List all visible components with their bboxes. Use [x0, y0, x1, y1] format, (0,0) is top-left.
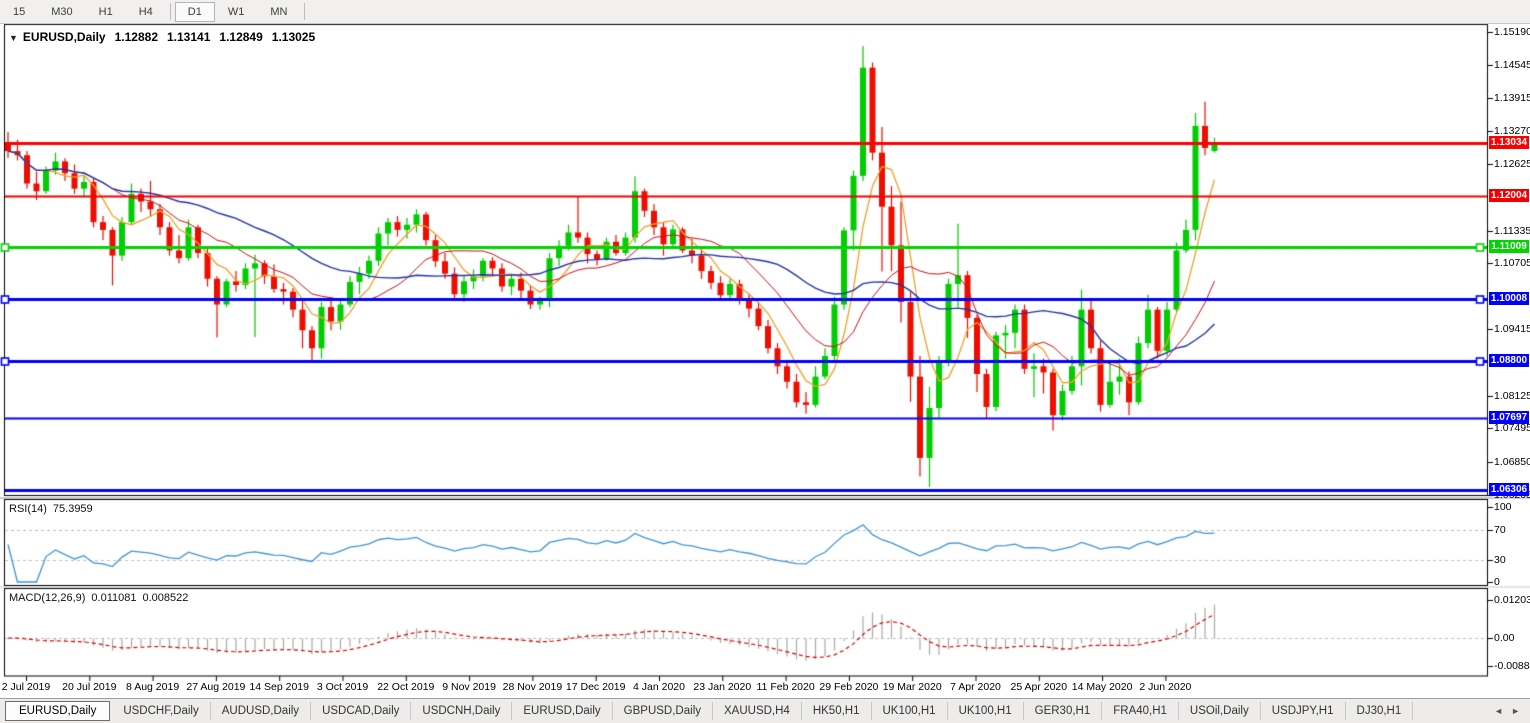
chart-tabs-bar: EURUSD,Daily USDCHF,Daily AUDUSD,Daily USDC… — [0, 698, 1530, 723]
chart-tab[interactable]: EURUSD,Daily — [5, 701, 111, 721]
chart-tab[interactable]: GER30,H1 — [1024, 702, 1103, 720]
timeframe-button-mn[interactable]: MN — [270, 5, 288, 18]
chart-tab[interactable]: AUDUSD,Daily — [211, 702, 312, 720]
toolbar-separator — [169, 3, 171, 20]
timeframe-button-h1[interactable]: H1 — [98, 5, 113, 18]
chart-tab[interactable]: USDCNH,Daily — [411, 702, 513, 720]
chart-tab[interactable]: USDCHF,Daily — [112, 702, 211, 720]
chart-tab[interactable]: UK100,H1 — [872, 702, 948, 720]
chart-tab[interactable]: USOil,Daily — [1179, 702, 1261, 720]
timeframe-button-d1[interactable]: D1 — [174, 1, 215, 22]
chart-tab[interactable]: USDCAD,Daily — [311, 702, 412, 720]
timeframe-button-m30[interactable]: M30 — [51, 5, 73, 18]
tab-scroll-nav: ◄ ► — [1494, 706, 1530, 716]
toolbar-separator — [304, 3, 306, 20]
chart-surface[interactable] — [0, 0, 1530, 698]
chart-tab[interactable]: HK50,H1 — [802, 702, 872, 720]
chart-tab[interactable]: USDJPY,H1 — [1261, 702, 1346, 720]
chart-tab[interactable]: FRA40,H1 — [1102, 702, 1179, 720]
timeframe-button-w1[interactable]: W1 — [227, 5, 245, 18]
chart-tab[interactable]: GBPUSD,Daily — [613, 702, 713, 720]
chart-tab[interactable]: XAUUSD,H4 — [713, 702, 802, 720]
tab-scroll-right-icon[interactable]: ► — [1511, 706, 1520, 716]
timeframe-button-h4[interactable]: H4 — [138, 5, 153, 18]
timeframe-toolbar: 15 M30 H1 H4 D1 W1 MN — [0, 0, 1530, 24]
timeframe-button-15[interactable]: 15 — [13, 5, 26, 18]
chart-tab[interactable]: EURUSD,Daily — [512, 702, 613, 720]
chart-tab[interactable]: UK100,H1 — [948, 702, 1024, 720]
chart-tab[interactable]: DJ30,H1 — [1346, 702, 1414, 720]
tab-scroll-left-icon[interactable]: ◄ — [1494, 706, 1504, 716]
